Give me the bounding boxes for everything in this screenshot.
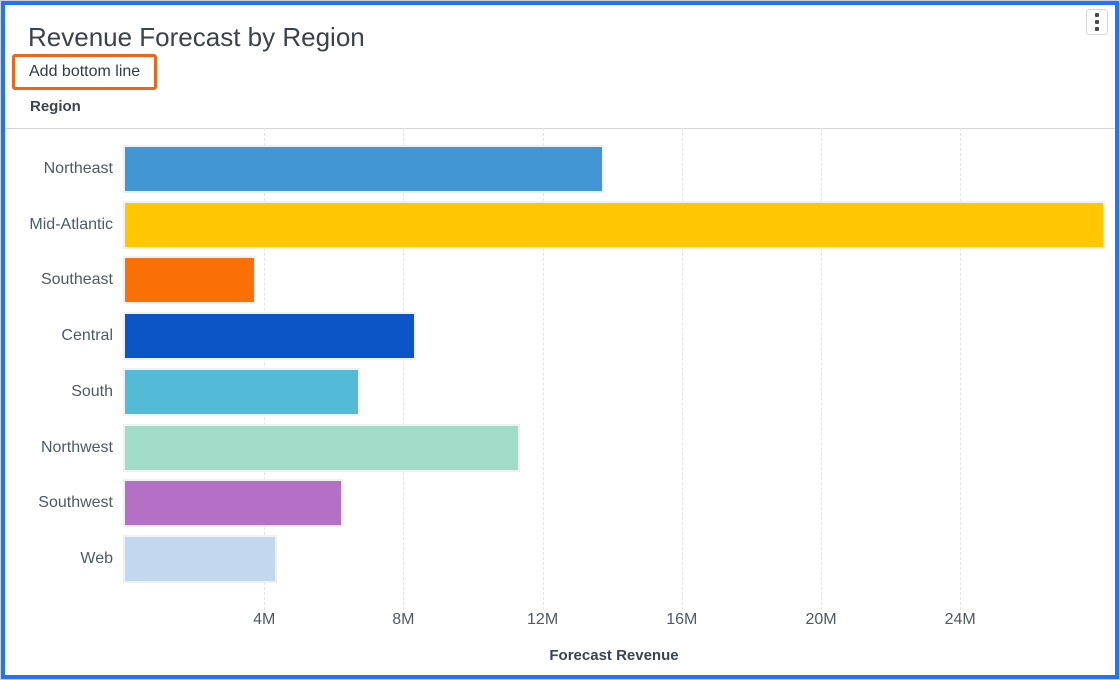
bar-southeast[interactable] (125, 258, 254, 303)
category-label: Northeast (43, 160, 113, 177)
x-tick-label: 12M (527, 611, 559, 628)
kebab-dot-icon (1095, 27, 1099, 31)
bar-northeast[interactable] (125, 147, 602, 191)
x-tick-label: 8M (392, 611, 415, 628)
x-axis-title: Forecast Revenue (549, 647, 679, 664)
category-label: Southwest (38, 494, 113, 512)
add-bottom-line-link[interactable]: Add bottom line (12, 54, 158, 90)
kebab-menu-button[interactable] (1086, 9, 1108, 35)
category-label: Central (61, 327, 113, 345)
gridline (821, 128, 822, 610)
kebab-dot-icon (1095, 20, 1099, 24)
y-axis-title: Region (30, 98, 81, 115)
category-label: South (71, 382, 113, 400)
gridline (542, 128, 544, 610)
bar-mid-atlantic[interactable] (125, 202, 1103, 247)
page-title: Revenue Forecast by Region (28, 22, 365, 52)
bar-south[interactable] (125, 369, 359, 414)
category-label: Web (80, 549, 113, 567)
gridline (264, 128, 266, 610)
gridline (960, 128, 962, 610)
kebab-dot-icon (1095, 13, 1099, 17)
bar-southwest[interactable] (125, 481, 341, 526)
x-tick-label: 24M (944, 611, 976, 628)
x-tick-label: 16M (666, 611, 698, 628)
bar-northwest[interactable] (125, 425, 519, 470)
bar-central[interactable] (125, 314, 414, 359)
gridline (681, 128, 683, 610)
x-tick-label: 4M (253, 611, 276, 628)
category-label: Southeast (40, 271, 113, 289)
category-label: Northwest (40, 438, 113, 456)
x-tick-label: 20M (805, 611, 837, 628)
chart-top-border (5, 128, 1115, 129)
gridline (403, 128, 405, 610)
category-label: Mid-Atlantic (29, 215, 113, 233)
bar-web[interactable] (125, 536, 275, 581)
bar-chart-plot: Northeast Mid-Atlantic Southeast Central Sou… (5, 5, 1115, 675)
